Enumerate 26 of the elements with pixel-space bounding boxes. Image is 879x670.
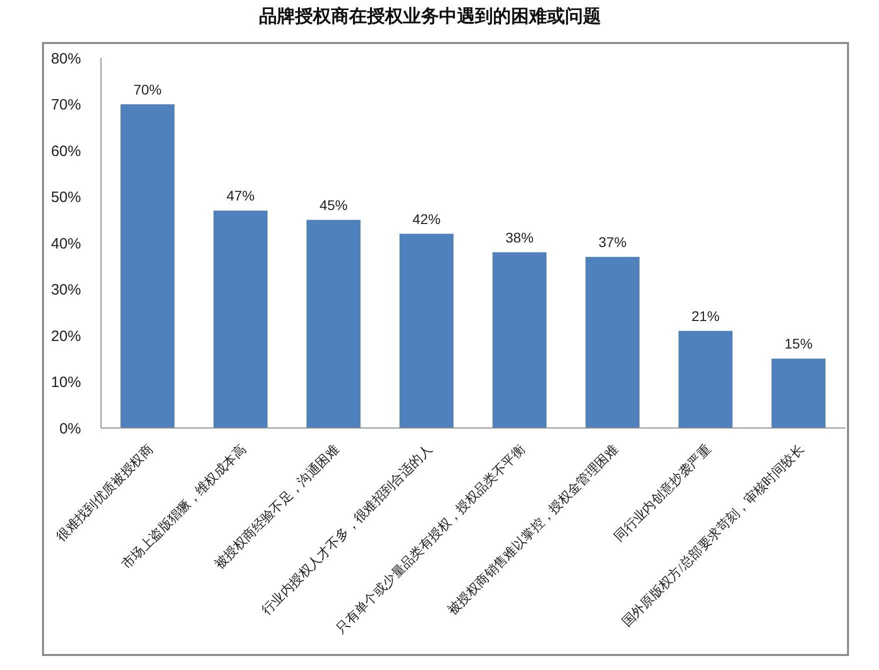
bar: [678, 330, 733, 428]
y-tick-label: 70%: [50, 96, 81, 114]
y-tick-label: 30%: [50, 282, 81, 299]
y-tick-label: 20%: [50, 328, 81, 345]
data-label: 45%: [320, 196, 348, 213]
data-label: 47%: [226, 188, 255, 204]
data-label: 15%: [784, 336, 813, 352]
data-label: 21%: [692, 308, 720, 324]
y-tick-label: 0%: [59, 420, 81, 438]
bar: [492, 252, 547, 428]
y-tick-label: 80%: [50, 50, 81, 68]
bar: [586, 256, 640, 428]
bar: [214, 210, 268, 428]
data-label: 42%: [412, 210, 441, 227]
bar: [306, 220, 361, 428]
bar: [120, 104, 175, 428]
bar: [400, 234, 454, 428]
y-tick-label: 60%: [50, 142, 81, 160]
y-tick-label: 10%: [50, 374, 81, 392]
data-label: 38%: [506, 229, 534, 246]
y-tick-label: 50%: [50, 189, 81, 206]
bar: [772, 358, 826, 428]
data-label: 70%: [134, 81, 162, 98]
y-tick-label: 40%: [50, 235, 81, 252]
data-label: 37%: [598, 234, 627, 250]
chart-title: 品牌授权商在授权业务中遇到的困难或问题: [258, 5, 602, 28]
